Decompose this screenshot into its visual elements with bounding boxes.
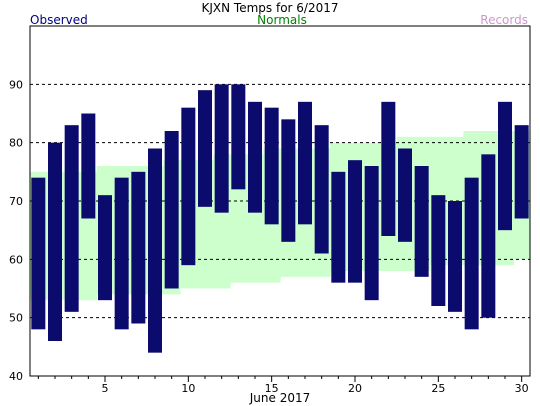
plot-frame: [29, 25, 531, 377]
observed-bar-day-17: [298, 101, 312, 225]
observed-bar-day-19: [331, 171, 346, 283]
observed-bar-day-29: [498, 101, 512, 231]
observed-bar-day-1: [31, 177, 46, 330]
observed-bar-day-25: [431, 195, 446, 306]
observed-bar-day-3: [64, 125, 79, 312]
observed-bar-day-20: [348, 160, 362, 283]
x-tick-label-30: 30: [515, 382, 529, 395]
gridlines: [30, 83, 530, 319]
observed-bar-day-10: [181, 107, 196, 266]
x-tick-label-15: 15: [265, 382, 279, 395]
observed-bar-day-2: [48, 142, 62, 341]
observed-bar-day-24: [414, 166, 429, 277]
observed-bar-day-12: [214, 84, 229, 213]
y-tick-label-70: 70: [9, 195, 23, 208]
observed-bar-day-21: [364, 166, 379, 301]
observed-bar-day-18: [314, 125, 329, 254]
chart-title: KJXN Temps for 6/2017: [202, 1, 339, 15]
y-tick-label-60: 60: [9, 253, 23, 266]
y-tick-label-50: 50: [9, 312, 23, 325]
observed-bar-day-4: [81, 113, 96, 219]
y-tick-label-90: 90: [9, 78, 23, 91]
observed-bar-day-5: [98, 195, 112, 301]
observed-bar-day-30: [514, 125, 529, 219]
observed-bar-day-7: [131, 171, 146, 324]
x-tick-label-5: 5: [102, 382, 109, 395]
x-tick-label-10: 10: [181, 382, 195, 395]
y-tick-label-80: 80: [9, 137, 23, 150]
observed-bar-day-13: [231, 84, 246, 190]
observed-bar-day-27: [464, 177, 479, 330]
observed-bar-day-14: [248, 101, 262, 213]
observed-bar-day-26: [448, 201, 462, 312]
observed-bar-day-11: [198, 90, 212, 207]
observed-bar-day-22: [381, 101, 396, 236]
y-tick-label-40: 40: [9, 370, 23, 383]
legend-records: Records: [480, 13, 528, 27]
x-tick-label-25: 25: [431, 382, 445, 395]
observed-bar-day-6: [114, 177, 129, 330]
x-axis-label: June 2017: [249, 391, 311, 405]
observed-bar-day-8: [148, 148, 162, 353]
x-tick-label-20: 20: [348, 382, 362, 395]
observed-bar-day-16: [281, 119, 296, 242]
legend-observed: Observed: [30, 13, 88, 27]
observed-bar-day-15: [264, 107, 279, 225]
observed-bar-day-9: [164, 131, 179, 289]
observed-bars: [31, 84, 529, 353]
axes: 40 50 60 70 80 90 5 10 15 20 25 30: [9, 78, 529, 395]
observed-bar-day-23: [398, 148, 412, 242]
observed-bar-day-28: [481, 154, 496, 318]
legend-normals: Normals: [257, 13, 307, 27]
